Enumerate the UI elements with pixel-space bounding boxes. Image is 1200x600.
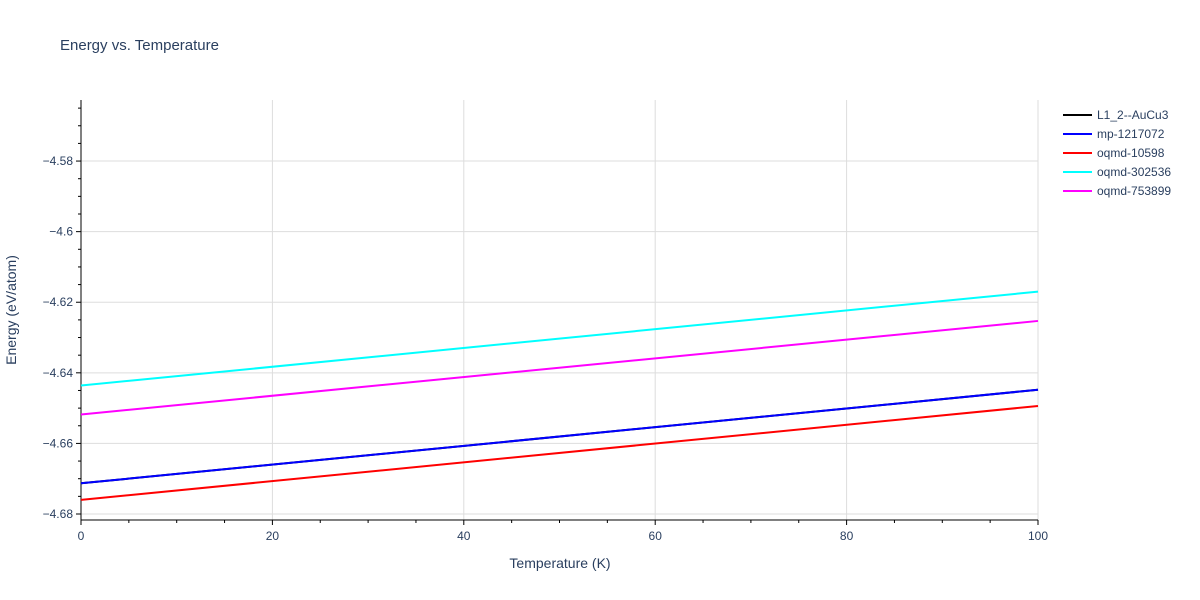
y-tick-label: −4.66	[43, 436, 74, 450]
chart-title: Energy vs. Temperature	[60, 37, 219, 54]
y-tick-label: −4.6	[49, 225, 73, 239]
legend-item[interactable]: L1_2--AuCu3	[1063, 108, 1169, 122]
x-tick-label: 40	[457, 529, 471, 543]
y-tick-label: −4.68	[43, 507, 74, 521]
legend-label: L1_2--AuCu3	[1097, 108, 1169, 122]
legend-label: mp-1217072	[1097, 127, 1165, 141]
x-axis-title: Temperature (K)	[509, 555, 610, 571]
series-lines	[80, 290, 1039, 501]
y-axis-title: Energy (eV/atom)	[3, 255, 19, 365]
y-tick-label: −4.58	[43, 154, 74, 168]
legend-item[interactable]: oqmd-10598	[1063, 146, 1165, 160]
x-tick-label: 20	[266, 529, 280, 543]
series-line-oqmd-753899	[80, 319, 1039, 416]
series-line-oqmd-10598	[80, 405, 1039, 501]
legend[interactable]: L1_2--AuCu3 mp-1217072 oqmd-10598 oqmd-3025…	[1063, 108, 1171, 198]
legend-label: oqmd-10598	[1097, 146, 1165, 160]
y-tick-label: −4.62	[43, 295, 74, 309]
x-tick-label: 80	[840, 529, 854, 543]
legend-item[interactable]: oqmd-753899	[1063, 184, 1171, 198]
legend-item[interactable]: oqmd-302536	[1063, 165, 1171, 179]
x-tick-label: 60	[649, 529, 663, 543]
x-tick-label: 0	[78, 529, 85, 543]
series-line-oqmd-302536	[80, 290, 1039, 387]
series-line-mp-1217072	[80, 388, 1039, 485]
grid	[81, 100, 1039, 520]
x-tick-label: 100	[1028, 529, 1048, 543]
axes: 0 20 40 60 80 100 −4.68 −4.66 −4.64 −4.62 −4.6 −4.5…	[43, 100, 1048, 543]
legend-label: oqmd-753899	[1097, 184, 1171, 198]
legend-item[interactable]: mp-1217072	[1063, 127, 1165, 141]
y-tick-label: −4.64	[43, 366, 74, 380]
legend-label: oqmd-302536	[1097, 165, 1171, 179]
